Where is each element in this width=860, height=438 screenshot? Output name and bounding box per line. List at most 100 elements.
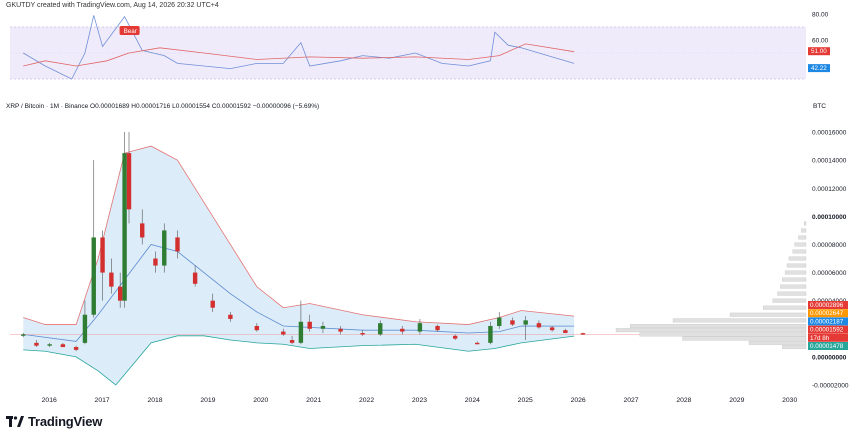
volume-profile-bar: [786, 263, 807, 268]
candle-body: [192, 272, 198, 284]
time-tick-label: 2028: [676, 397, 691, 404]
volume-profile-bar: [615, 328, 807, 333]
volume-profile-bar: [782, 345, 807, 350]
volume-profile-bar: [801, 228, 807, 233]
price-tick-label: 0.00008000: [812, 242, 847, 249]
candle-body: [60, 344, 66, 348]
rsi-value-tag: [808, 47, 830, 56]
price-tick-label: 0.00000000: [812, 354, 847, 361]
time-tick-label: 2025: [518, 397, 533, 404]
volume-profile-bar: [672, 318, 807, 323]
price-tick-label: 0.00016000: [812, 130, 847, 137]
candle-body: [82, 314, 88, 343]
volume-profile-bar: [798, 235, 807, 240]
candle-body: [210, 300, 215, 308]
time-tick-label: 2018: [147, 397, 162, 404]
time-tick-label: 2021: [306, 397, 321, 404]
candle-body: [126, 153, 132, 210]
price-tag: [808, 317, 848, 326]
rsi-value-label: 42.22: [811, 65, 827, 72]
candle-body: [289, 340, 295, 343]
volume-profile-bar: [784, 270, 807, 275]
tradingview-logo[interactable]: TradingView: [6, 414, 102, 429]
candle-body: [153, 258, 158, 266]
candle-body: [536, 323, 542, 328]
candle-body: [400, 328, 405, 332]
price-tick-label: 0.00006000: [812, 270, 847, 277]
axes: 80.00 60.00 51.00 42.22 0.00016000 0.00014000…: [42, 12, 849, 405]
bear-annotation-label: Bear: [124, 28, 137, 35]
price-tag: [808, 309, 848, 318]
price-tag-label: 0.00002187: [810, 318, 844, 325]
volume-profile-bar: [788, 256, 807, 261]
rsi-tick-label: 80.00: [812, 12, 829, 19]
candle-body: [417, 323, 423, 332]
candle-body: [474, 342, 480, 345]
candle-body: [34, 342, 39, 346]
candle-body: [109, 272, 114, 287]
rsi-value-tag: [808, 64, 830, 73]
rsi-line: [23, 15, 575, 80]
price-tag-label: 0.00002647: [810, 310, 844, 317]
volume-profile-bar: [639, 332, 807, 337]
volume-profile-bar: [794, 242, 807, 247]
price-tag-label: 0.00002896: [810, 302, 844, 309]
volume-profile-bar: [780, 284, 807, 289]
price-tick-label: 0.00012000: [812, 186, 847, 193]
volume-profile-bar: [630, 324, 807, 328]
candle-body: [73, 347, 79, 350]
candle-body: [378, 323, 383, 335]
candle-body: [175, 237, 180, 252]
candle-body: [452, 335, 458, 339]
candle-body: [117, 286, 123, 301]
bollinger-band-fill: [23, 146, 575, 385]
tradingview-wordmark: TradingView: [28, 414, 103, 429]
price-tag: [808, 325, 848, 334]
price-tag: [808, 333, 848, 342]
price-tag: [808, 301, 848, 309]
rsi-tick-label: 60.00: [812, 38, 829, 45]
candle-body: [254, 325, 260, 331]
candle-body: [435, 325, 440, 331]
candle-body: [307, 321, 312, 329]
volume-profile-bar: [748, 340, 807, 345]
time-tick-label: 2026: [571, 397, 586, 404]
candle-body: [228, 314, 233, 319]
bollinger-lower-line: [23, 335, 575, 386]
candle-body: [488, 325, 493, 343]
candle-body: [549, 327, 555, 331]
rsi-value-label: 51.00: [811, 48, 827, 55]
candle-body: [21, 334, 26, 336]
rsi-panel: Bear: [10, 15, 806, 80]
volume-profile-bar: [729, 312, 807, 317]
candle-body: [140, 223, 145, 238]
time-tick-label: 2023: [412, 397, 427, 404]
price-tag-label: 17d 8h: [810, 335, 830, 342]
candle-body: [320, 325, 326, 329]
price-tag: [808, 342, 848, 350]
time-tick-label: 2022: [359, 397, 374, 404]
candle-body: [563, 330, 568, 334]
time-tick-label: 2027: [623, 397, 638, 404]
candle-body: [281, 331, 286, 335]
candle-body: [122, 153, 127, 301]
chart-credit: GKUTDY created with TradingView.com, Aug…: [6, 2, 219, 9]
symbol-ohlc-line: XRP / Bitcoin · 1M · Binance O0.00001689…: [6, 103, 320, 110]
time-tick-label: 2024: [465, 397, 480, 404]
price-tag-label: 0.00001478: [810, 343, 844, 350]
time-tick-label: 2030: [782, 397, 797, 404]
price-tick-label: 0.00010000: [812, 214, 847, 221]
time-tick-label: 2017: [95, 397, 110, 404]
candle-body: [298, 321, 304, 343]
candle-body: [497, 317, 502, 326]
candle-body: [162, 230, 167, 266]
time-tick-label: 2016: [42, 397, 57, 404]
tradingview-logo-icon: [6, 416, 24, 427]
time-tick-label: 2019: [200, 397, 215, 404]
price-tick-label: 0.00014000: [812, 158, 847, 165]
volume-profile-bar: [772, 298, 807, 303]
candle-body: [360, 333, 365, 335]
rsi-ma-line: [23, 43, 575, 67]
volume-profile-bar: [782, 277, 807, 282]
